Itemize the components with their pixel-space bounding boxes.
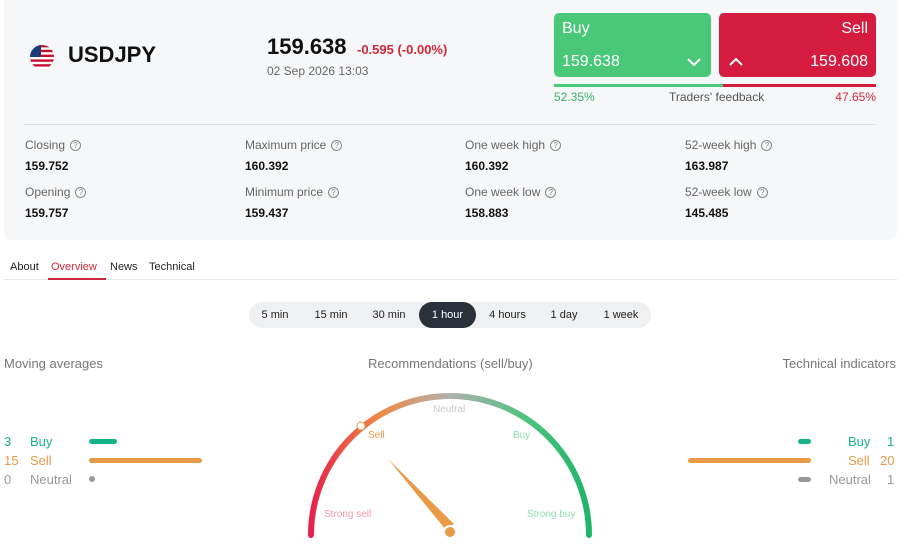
period-1-hour[interactable]: 1 hour (419, 302, 476, 328)
us-flag-icon (30, 45, 54, 69)
gauge-label-buy: Buy (513, 430, 530, 441)
gauge-label-strong-buy: Strong buy (527, 509, 575, 520)
stat-52-week-low: 52-week low? 145.485 (685, 185, 768, 220)
sell-price: 159.608 (810, 53, 868, 70)
feedback-label: Traders' feedback (669, 90, 765, 104)
period-15-min[interactable]: 15 min (314, 309, 348, 321)
period-30-min[interactable]: 30 min (372, 309, 406, 321)
help-icon[interactable]: ? (70, 139, 82, 151)
divider (24, 124, 876, 125)
tab-technical[interactable]: Technical (149, 261, 195, 273)
technical-indicators-title: Technical indicators (782, 356, 896, 371)
sell-button-label: Sell (841, 20, 868, 37)
ma-sell-label: Sell (30, 453, 52, 468)
buy-button-label: Buy (562, 20, 590, 37)
stat-value: 159.437 (245, 206, 289, 220)
recommendation-gauge: Strong sell Sell Neutral Buy Strong buy (308, 393, 592, 539)
ti-neutral-bar (798, 477, 811, 482)
stat-value: 160.392 (245, 159, 289, 173)
current-price: 159.638 (267, 34, 347, 59)
gauge-needle (388, 459, 454, 530)
stat-one-week-low: One week low? 158.883 (465, 185, 557, 220)
tab-news[interactable]: News (110, 261, 138, 273)
stat-label: 52-week high (685, 138, 757, 152)
stat-label: One week high (465, 138, 546, 152)
ti-sell-label: Sell (848, 453, 870, 468)
ma-buy-bar (89, 439, 117, 444)
stat-minimum-price: Minimum price? 159.437 (245, 185, 340, 220)
chevron-up-icon (729, 57, 743, 66)
buy-button[interactable]: Buy 159.638 (554, 13, 711, 77)
ti-sell-bar (688, 458, 811, 463)
moving-averages-title: Moving averages (4, 356, 103, 371)
stat-closing: Closing? 159.752 (25, 138, 82, 173)
tab-overview[interactable]: Overview (51, 261, 97, 273)
stat-value: 145.485 (685, 206, 729, 220)
gauge-pivot (443, 525, 457, 539)
active-tab-indicator (48, 278, 106, 280)
ma-neutral-bar (89, 476, 95, 482)
stat-label: 52-week low (685, 185, 752, 199)
period-1-week[interactable]: 1 week (603, 309, 639, 321)
stat-label: Maximum price (245, 138, 327, 152)
recommendations-title: Recommendations (sell/buy) (368, 356, 533, 371)
gauge-marker (356, 421, 366, 431)
stat-value: 159.757 (25, 206, 69, 220)
ti-neutral-count: 1 (887, 472, 895, 487)
help-icon[interactable]: ? (331, 139, 343, 151)
period-4-hours[interactable]: 4 hours (489, 309, 526, 321)
stat-opening: Opening? 159.757 (25, 185, 87, 220)
period-1-day[interactable]: 1 day (550, 309, 578, 321)
ti-sell-count: 20 (880, 453, 895, 468)
stat-maximum-price: Maximum price? 160.392 (245, 138, 343, 173)
feedback-buy-percent: 52.35% (554, 90, 595, 104)
period-selector: 5 min 15 min 30 min 1 hour 4 hours 1 day… (249, 302, 651, 328)
buy-price: 159.638 (562, 53, 620, 70)
feedback-buy-fill (554, 84, 723, 87)
ti-neutral-label: Neutral (829, 472, 871, 487)
help-icon[interactable]: ? (328, 186, 340, 198)
feedback-sell-percent: 47.65% (835, 90, 876, 104)
ma-sell-count: 15 (4, 453, 19, 468)
stat-value: 163.987 (685, 159, 729, 173)
period-5-min[interactable]: 5 min (261, 309, 289, 321)
gauge-label-strong-sell: Strong sell (324, 509, 371, 520)
ma-buy-count: 3 (4, 434, 12, 449)
gauge-label-neutral: Neutral (433, 404, 465, 415)
ti-buy-label: Buy (848, 434, 871, 449)
feedback-sell-fill (722, 84, 876, 87)
price-timestamp: 02 Sep 2026 13:03 (267, 64, 369, 78)
stat-label: Closing (25, 138, 66, 152)
chevron-down-icon (687, 58, 701, 67)
gauge-label-sell: Sell (368, 430, 385, 441)
sell-button[interactable]: Sell 159.608 (719, 13, 876, 77)
stat-value: 158.883 (465, 206, 509, 220)
help-icon[interactable]: ? (756, 186, 768, 198)
ti-buy-count: 1 (887, 434, 895, 449)
price-change: -0.595 (-0.00%) (357, 42, 448, 57)
instrument-symbol: USDJPY (68, 42, 157, 67)
stat-label: One week low (465, 185, 541, 199)
stat-one-week-high: One week high? 160.392 (465, 138, 562, 173)
ma-buy-label: Buy (30, 434, 53, 449)
section-tabs: About Overview News Technical (4, 252, 897, 280)
ma-neutral-count: 0 (4, 472, 12, 487)
gauge-arc (308, 393, 592, 538)
stat-value: 160.392 (465, 159, 509, 173)
traders-feedback-bar (554, 84, 876, 87)
stat-label: Opening (25, 185, 71, 199)
tab-about[interactable]: About (10, 261, 39, 273)
stat-value: 159.752 (25, 159, 69, 173)
help-icon[interactable]: ? (75, 186, 87, 198)
help-icon[interactable]: ? (550, 139, 562, 151)
stat-52-week-high: 52-week high? 163.987 (685, 138, 773, 173)
help-icon[interactable]: ? (761, 139, 773, 151)
ma-sell-bar (89, 458, 202, 463)
stat-label: Minimum price (245, 185, 324, 199)
ti-buy-bar (798, 439, 811, 444)
ma-neutral-label: Neutral (30, 472, 72, 487)
help-icon[interactable]: ? (545, 186, 557, 198)
